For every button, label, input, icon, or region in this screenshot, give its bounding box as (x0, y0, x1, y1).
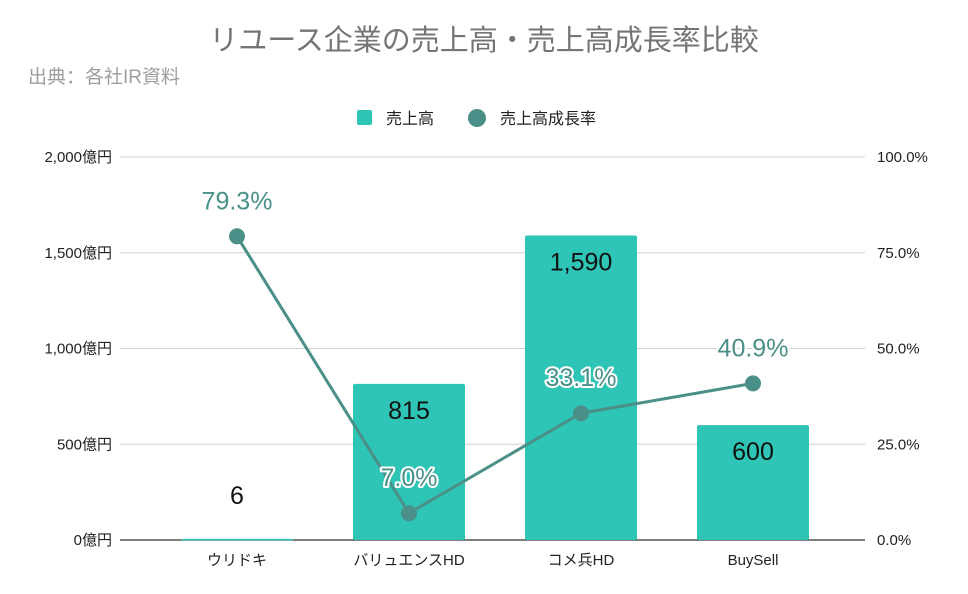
category-label: バリュエンスHD (353, 552, 465, 569)
left-tick-label: 1,500億円 (44, 245, 112, 262)
legend-bar-label: 売上高 (386, 110, 434, 128)
legend-bar-swatch (357, 110, 372, 125)
left-tick-label: 500億円 (57, 436, 112, 453)
right-tick-label: 50.0% (877, 341, 920, 358)
growth-value-label: 7.0% (381, 464, 438, 492)
legend-line-swatch (468, 109, 486, 127)
bar (181, 538, 293, 541)
category-label: ウリドキ (207, 552, 267, 569)
bar (353, 383, 465, 540)
growth-point (229, 228, 245, 245)
right-tick-label: 25.0% (877, 436, 920, 453)
category-label: コメ兵HD (548, 552, 615, 569)
category-label: BuySell (728, 552, 779, 569)
growth-point (573, 405, 589, 422)
bar (697, 425, 809, 540)
growth-value-label: 79.3% (202, 187, 273, 215)
right-tick-label: 0.0% (877, 532, 911, 549)
bar-value-label: 6 (230, 482, 244, 510)
growth-value-label: 33.1% (546, 364, 617, 392)
chart-subtitle: 出典：各社IR資料 (28, 66, 180, 88)
chart-title: リユース企業の売上高・売上高成長率比較 (209, 24, 759, 57)
bar (525, 235, 637, 540)
bar-value-label: 1,590 (550, 249, 613, 277)
left-tick-label: 2,000億円 (44, 149, 112, 166)
growth-point (745, 375, 761, 392)
growth-line (235, 235, 754, 516)
legend-line-label: 売上高成長率 (500, 110, 596, 128)
legend: 売上高 売上高成長率 (357, 109, 596, 128)
growth-value-label: 40.9% (718, 334, 789, 362)
growth-point (401, 505, 417, 522)
left-tick-label: 1,000億円 (44, 341, 112, 358)
bar-value-label: 815 (388, 397, 430, 425)
right-tick-label: 75.0% (877, 245, 920, 262)
bar-value-label: 600 (732, 438, 774, 466)
right-tick-label: 100.0% (877, 149, 928, 166)
left-tick-label: 0億円 (74, 532, 112, 549)
